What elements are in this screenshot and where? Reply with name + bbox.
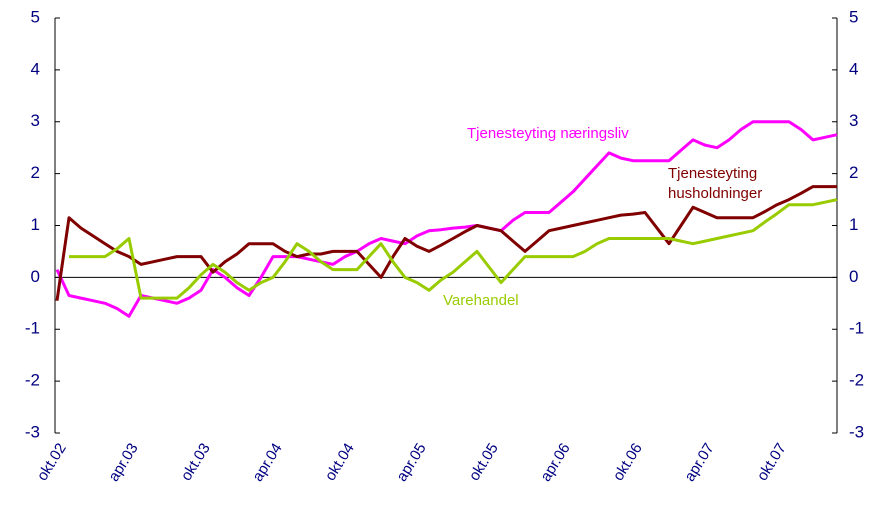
- y-tick-label: 0: [31, 267, 40, 286]
- x-tick-label: okt.06: [610, 440, 646, 484]
- y-tick-label: 1: [31, 215, 40, 234]
- series-label: Tjenesteyting husholdninger: [668, 165, 763, 202]
- x-tick-label: okt.03: [178, 440, 214, 484]
- series-line: [69, 198, 838, 300]
- x-tick-label: apr.04: [249, 440, 286, 484]
- x-tick-label: okt.05: [466, 440, 502, 484]
- x-tick-label: okt.07: [754, 440, 790, 484]
- y2-tick-label: 2: [849, 163, 858, 182]
- y2-tick-label: 3: [849, 111, 858, 130]
- series-label: Varehandel: [443, 292, 519, 309]
- y2-tick-label: 0: [849, 267, 858, 286]
- x-tick-label: apr.03: [105, 440, 142, 484]
- y2-tick-label: 5: [849, 7, 858, 26]
- x-tick-label: okt.04: [322, 440, 358, 484]
- series-line: [55, 120, 838, 318]
- x-tick-label: apr.05: [393, 440, 430, 484]
- series-line: [55, 185, 837, 301]
- y-tick-label: -3: [25, 422, 40, 441]
- y2-tick-label: -2: [849, 371, 864, 390]
- y2-tick-label: 1: [849, 215, 858, 234]
- series-label: Tjenesteyting næringsliv: [467, 125, 629, 142]
- y-tick-label: 5: [31, 7, 40, 26]
- y2-tick-label: -3: [849, 422, 864, 441]
- y-tick-label: 3: [31, 111, 40, 130]
- y-tick-label: -2: [25, 371, 40, 390]
- x-tick-label: apr.06: [537, 440, 574, 484]
- y-tick-label: -1: [25, 319, 40, 338]
- x-tick-label: okt.02: [34, 440, 70, 484]
- y2-tick-label: -1: [849, 319, 864, 338]
- y-tick-label: 2: [31, 163, 40, 182]
- x-tick-label: apr.07: [681, 440, 718, 484]
- y-tick-label: 4: [31, 59, 40, 78]
- y2-tick-label: 4: [849, 59, 858, 78]
